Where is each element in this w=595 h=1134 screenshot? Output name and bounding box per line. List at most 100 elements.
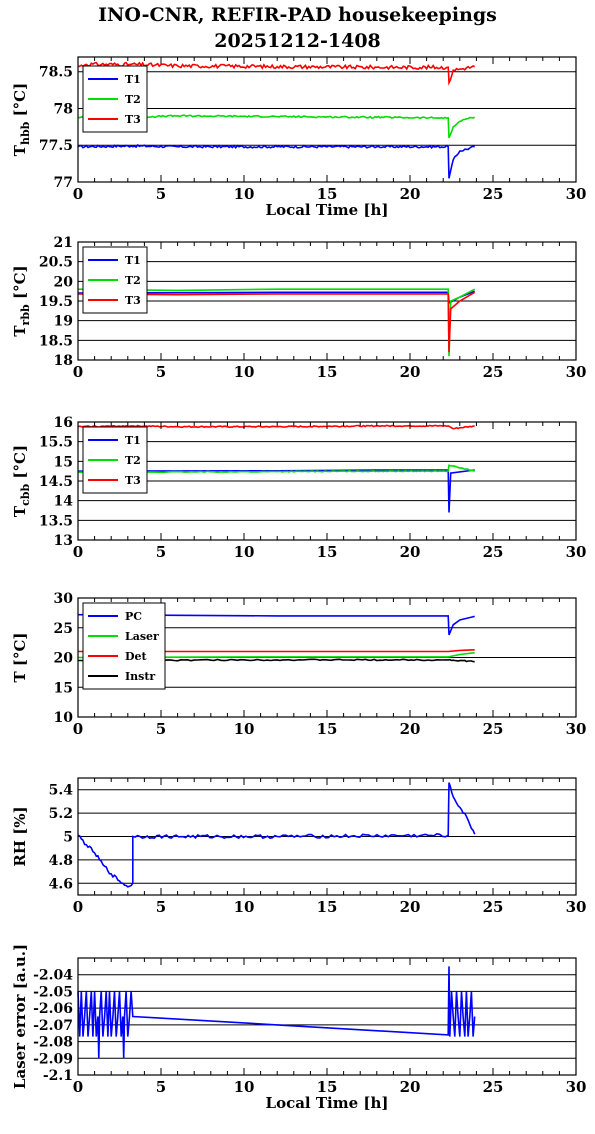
y-tick-label: 16 <box>54 415 73 431</box>
y-tick-label: 18.5 <box>39 333 73 349</box>
y-axis-label: Thbb [°C] <box>11 83 32 156</box>
chart-panel-6: 0 5 10 15 20 25 30-2.1-2.09-2.08-2.07-2.06-2.0… <box>11 944 586 1112</box>
x-tick-label: 5 <box>156 1078 166 1096</box>
x-tick-label: 25 <box>483 898 504 916</box>
series-line-det <box>78 649 475 653</box>
series-line-t3 <box>77 291 476 353</box>
y-tick-label: 5 <box>63 830 73 846</box>
x-tick-label: 15 <box>317 898 338 916</box>
y-tick-label: 20 <box>54 651 74 667</box>
x-tick-label: 20 <box>400 543 421 561</box>
y-tick-label: 15 <box>54 454 73 470</box>
x-tick-label: 0 <box>73 898 83 916</box>
x-axis-label: Local Time [h] <box>266 1094 389 1112</box>
y-tick-label: 77.5 <box>39 138 73 154</box>
x-tick-label: 5 <box>156 363 166 381</box>
y-axis-label: RH [%] <box>11 806 29 866</box>
y-tick-label: 14.5 <box>39 474 73 490</box>
x-tick-label: 20 <box>400 363 421 381</box>
y-tick-label: -2.1 <box>43 1068 73 1084</box>
series-line-data <box>77 782 476 888</box>
y-tick-label: 13.5 <box>39 513 73 529</box>
x-tick-label: 20 <box>400 898 421 916</box>
series-line-laser <box>77 651 475 659</box>
y-tick-label: -2.05 <box>33 984 73 1000</box>
x-tick-label: 15 <box>317 543 338 561</box>
x-tick-label: 0 <box>73 543 83 561</box>
series-line-data <box>77 966 476 1059</box>
x-tick-label: 20 <box>400 720 421 738</box>
x-tick-label: 10 <box>234 720 255 738</box>
page-title: INO-CNR, REFIR-PAD housekeepings <box>98 4 497 26</box>
y-tick-label: 77 <box>54 175 73 191</box>
plot-frame <box>77 56 577 183</box>
y-tick-label: 4.6 <box>49 876 73 892</box>
y-tick-label: -2.04 <box>33 968 73 984</box>
x-tick-label: 10 <box>234 363 255 381</box>
legend: T1 T2 T3 <box>82 65 148 133</box>
y-tick-label: 13 <box>54 533 73 549</box>
chart-panel-5: 0 5 10 15 20 25 30 4.6 4.8 5 5.2 5.4 RH [%] <box>11 777 586 916</box>
chart-panel-2: 0 5 10 15 20 25 30 18 18.5 19 19.5 20 20.5 21 Trbb [°C… <box>11 235 586 381</box>
x-tick-label: 10 <box>234 898 255 916</box>
series-line-t3 <box>77 424 475 430</box>
plot-frame <box>77 957 577 1076</box>
x-tick-label: 5 <box>156 543 166 561</box>
y-tick-label: 78.5 <box>39 65 73 81</box>
x-tick-label: 25 <box>483 363 504 381</box>
chart-panel-4: 0 5 10 15 20 25 30 10 15 20 25 30 T [°C] PC Laser Det In… <box>11 591 586 738</box>
legend-label: Laser <box>125 630 159 643</box>
x-tick-label: 0 <box>73 720 83 738</box>
x-tick-label: 0 <box>73 363 83 381</box>
legend-label: T1 <box>125 73 141 86</box>
x-tick-label: 15 <box>317 363 338 381</box>
legend-label: T2 <box>125 274 141 287</box>
chart-panel-3: 0 5 10 15 20 25 30 13 13.5 14 14.5 15 15.5 16 Tcbb [°C… <box>11 415 586 561</box>
y-tick-label: -2.09 <box>33 1051 73 1067</box>
y-tick-label: 30 <box>54 591 74 607</box>
y-tick-label: -2.08 <box>33 1035 73 1051</box>
x-tick-label: 5 <box>156 720 166 738</box>
y-tick-label: 18 <box>54 353 73 369</box>
x-tick-label: 30 <box>566 363 587 381</box>
y-tick-label: -2.06 <box>33 1001 73 1017</box>
legend-label: T2 <box>125 93 141 106</box>
y-tick-label: 5.4 <box>49 783 74 799</box>
x-tick-label: 15 <box>317 720 338 738</box>
x-tick-label: 5 <box>156 185 166 203</box>
y-tick-label: 4.8 <box>49 853 73 869</box>
legend-label: T2 <box>125 454 141 467</box>
legend-label: T3 <box>125 294 141 307</box>
series-line-t2 <box>77 464 475 474</box>
x-tick-label: 25 <box>483 185 504 203</box>
series-line-pc <box>77 613 475 636</box>
legend-label: T3 <box>125 113 141 126</box>
y-tick-label: 21 <box>54 235 73 251</box>
y-tick-label: 20.5 <box>39 255 73 271</box>
y-tick-label: 15.5 <box>39 435 73 451</box>
x-tick-label: 30 <box>566 543 587 561</box>
title-block: INO-CNR, REFIR-PAD housekeepings 2025121… <box>0 2 595 54</box>
legend-label: T3 <box>125 474 141 487</box>
y-axis-label: T [°C] <box>11 632 29 682</box>
x-tick-label: 10 <box>234 185 255 203</box>
page-subtitle: 20251212-1408 <box>214 30 381 52</box>
x-tick-label: 10 <box>234 543 255 561</box>
x-tick-label: 10 <box>234 1078 255 1096</box>
x-tick-label: 30 <box>566 185 587 203</box>
y-tick-label: 19.5 <box>39 294 73 310</box>
y-tick-label: -2.07 <box>33 1018 73 1034</box>
x-tick-label: 30 <box>566 1078 587 1096</box>
series-line-t1 <box>77 143 475 179</box>
legend: T1 T2 T3 <box>82 246 148 314</box>
legend: PC Laser Det Instr <box>82 602 166 690</box>
x-tick-label: 15 <box>317 1078 338 1096</box>
y-tick-label: 19 <box>54 314 73 330</box>
legend-label: Det <box>125 650 148 663</box>
y-tick-label: 14 <box>54 494 74 510</box>
y-axis-label: Tcbb [°C] <box>11 445 32 517</box>
chart-panel-1: 0 5 10 15 20 25 30 77 77.5 78 78.5 Local Time [h] Th… <box>11 56 587 219</box>
y-tick-label: 5.2 <box>49 806 73 822</box>
y-tick-label: 25 <box>54 621 73 637</box>
